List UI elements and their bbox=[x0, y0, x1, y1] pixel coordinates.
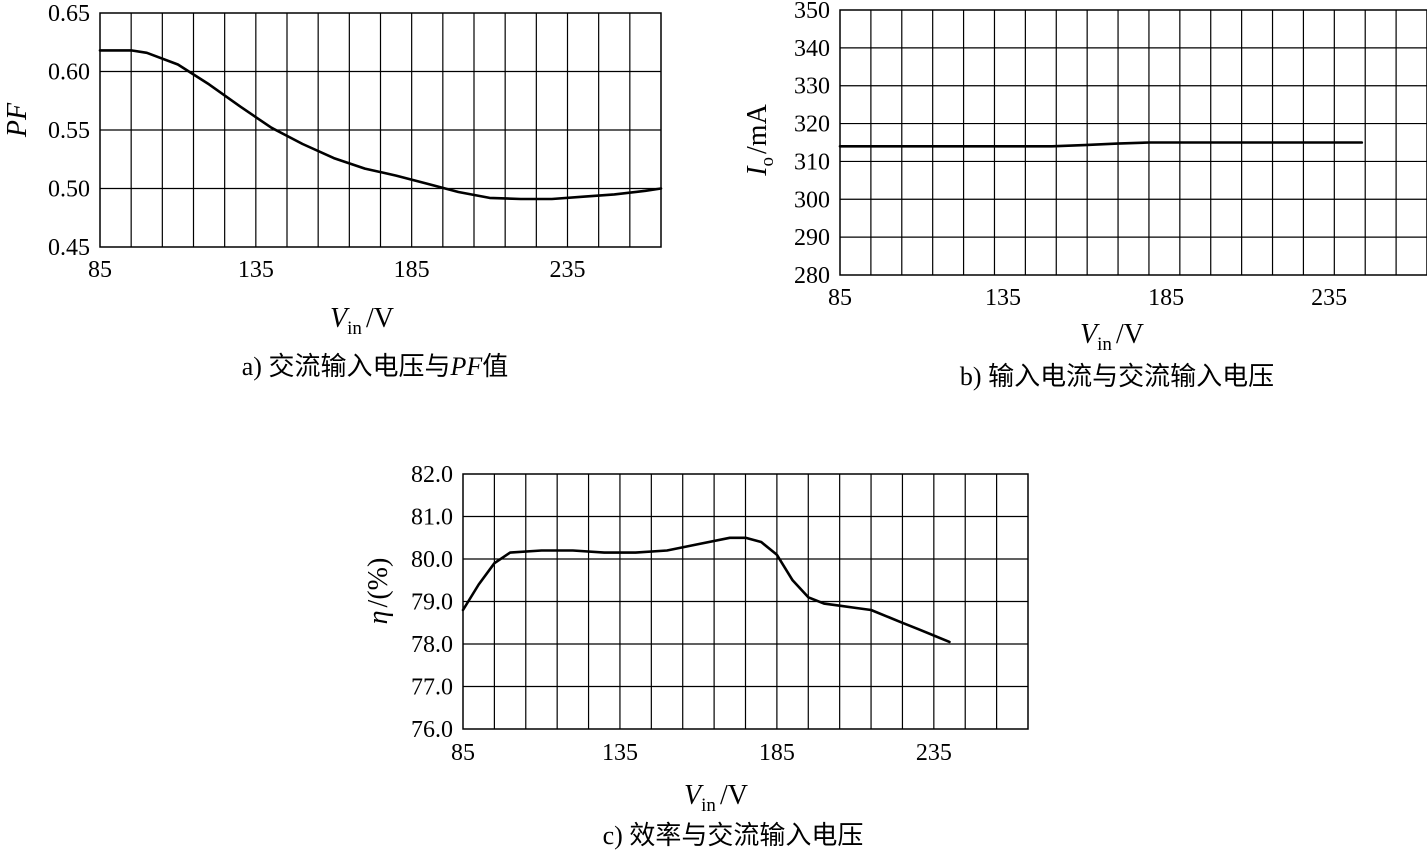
chart-caption: a) 交流输入电压与PF值 bbox=[242, 352, 508, 381]
plot-frame bbox=[99, 12, 662, 248]
y-axis-subscript: o bbox=[757, 157, 778, 167]
chart-c: 76.0 77.0 78.0 79.0 80.0 81.0 82.0 85 135 185 235 V… bbox=[363, 462, 1029, 850]
y-tick-label: 0.65 bbox=[48, 1, 90, 27]
y-axis-label: Io/mA bbox=[742, 103, 778, 176]
x-axis-subscript: in bbox=[1097, 334, 1112, 355]
x-tick-label: 185 bbox=[1148, 285, 1184, 311]
y-tick-label: 340 bbox=[794, 36, 830, 62]
y-tick-label: 0.60 bbox=[48, 60, 90, 86]
y-tick-label: 300 bbox=[794, 187, 830, 213]
x-axis-label: Vin/V bbox=[1080, 319, 1144, 355]
y-tick-label: 80.0 bbox=[411, 547, 453, 573]
plot-frame bbox=[462, 473, 1029, 730]
caption-italic: PF bbox=[449, 352, 483, 381]
x-tick-label: 185 bbox=[759, 740, 795, 766]
x-tick-label: 135 bbox=[238, 257, 274, 283]
x-tick-label: 85 bbox=[88, 257, 112, 283]
chart-caption: c) 效率与交流输入电压 bbox=[603, 821, 864, 850]
y-axis-symbol: I bbox=[742, 165, 773, 177]
y-tick-label: 310 bbox=[794, 149, 830, 175]
caption-suffix: 值 bbox=[482, 352, 508, 381]
x-axis-symbol: V bbox=[684, 780, 704, 811]
y-tick-label: 0.45 bbox=[48, 235, 90, 261]
y-tick-label: 320 bbox=[794, 112, 830, 138]
y-axis-unit: /(%) bbox=[363, 558, 394, 608]
x-axis-unit: /V bbox=[366, 303, 394, 334]
x-axis-subscript: in bbox=[347, 318, 362, 339]
y-tick-label: 78.0 bbox=[411, 632, 453, 658]
x-tick-label: 85 bbox=[451, 740, 475, 766]
series-line bbox=[838, 141, 1364, 148]
y-tick-label: 82.0 bbox=[411, 462, 453, 488]
x-axis-symbol: V bbox=[330, 303, 350, 334]
y-tick-label: 280 bbox=[794, 263, 830, 289]
x-axis-unit: /V bbox=[720, 780, 748, 811]
y-tick-label: 0.50 bbox=[48, 177, 90, 203]
y-axis-unit: /mA bbox=[742, 103, 773, 154]
y-tick-label: 77.0 bbox=[411, 675, 453, 701]
y-axis-label: η /(%) bbox=[363, 558, 394, 625]
series-line bbox=[98, 49, 663, 201]
caption-prefix: a) 交流输入电压与 bbox=[242, 352, 451, 381]
y-tick-label: 0.55 bbox=[48, 118, 90, 144]
x-axis-label: Vin/V bbox=[684, 780, 748, 816]
x-axis-symbol: V bbox=[1080, 319, 1100, 350]
y-axis-label: PF bbox=[2, 102, 33, 138]
y-tick-label: 350 bbox=[794, 0, 830, 24]
series-line bbox=[461, 536, 951, 644]
y-axis-symbol: PF bbox=[2, 102, 33, 138]
x-tick-label: 235 bbox=[1311, 285, 1347, 311]
x-axis-subscript: in bbox=[701, 795, 716, 816]
x-tick-label: 235 bbox=[916, 740, 952, 766]
y-tick-label: 330 bbox=[794, 74, 830, 100]
y-tick-label: 290 bbox=[794, 225, 830, 251]
x-axis-label: Vin/V bbox=[330, 303, 394, 339]
x-axis-unit: /V bbox=[1116, 319, 1144, 350]
chart-b: 280 290 300 310 320 330 340 350 85 135 185 235 Vin/V… bbox=[742, 0, 1427, 391]
y-tick-label: 81.0 bbox=[411, 505, 453, 531]
x-tick-label: 135 bbox=[985, 285, 1021, 311]
plot-frame bbox=[839, 9, 1427, 276]
x-tick-label: 135 bbox=[602, 740, 638, 766]
chart-caption: b) 输入电流与交流输入电压 bbox=[960, 362, 1274, 391]
y-axis-symbol: η bbox=[363, 610, 394, 624]
y-tick-label: 76.0 bbox=[411, 717, 453, 743]
x-tick-label: 235 bbox=[550, 257, 586, 283]
x-tick-label: 85 bbox=[828, 285, 852, 311]
x-tick-label: 185 bbox=[394, 257, 430, 283]
y-tick-label: 79.0 bbox=[411, 590, 453, 616]
